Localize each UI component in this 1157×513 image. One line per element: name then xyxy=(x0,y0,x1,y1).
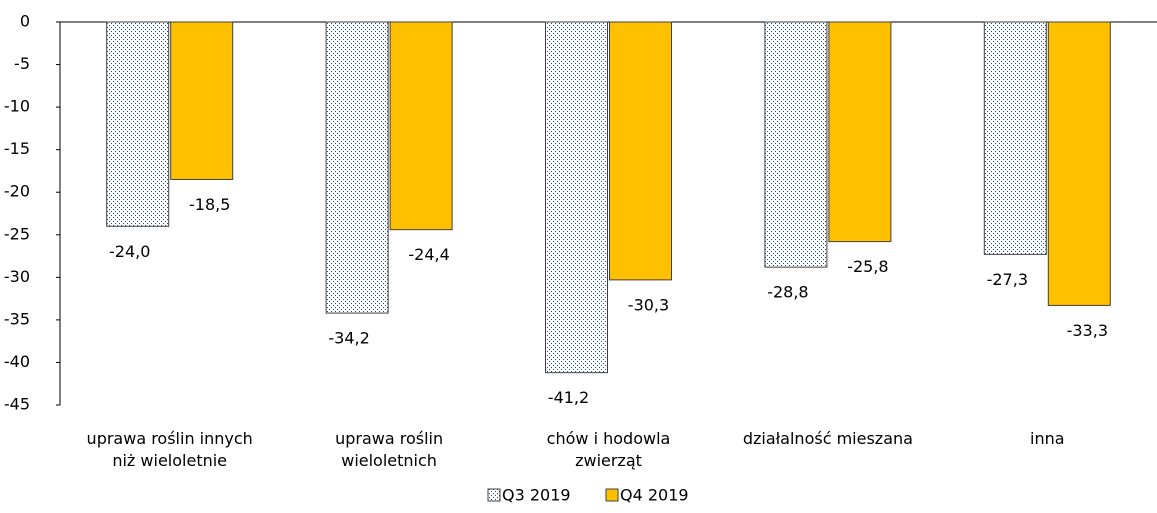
value-label: -28,8 xyxy=(767,283,808,302)
legend-label: Q4 2019 xyxy=(620,486,689,505)
legend-swatch xyxy=(605,488,619,502)
y-tick-label: -40 xyxy=(4,352,30,371)
bar xyxy=(389,21,453,231)
value-label: -41,2 xyxy=(548,388,589,407)
bar xyxy=(170,21,234,180)
bar xyxy=(325,21,389,314)
value-label: -25,8 xyxy=(847,257,888,276)
y-tick-label: -45 xyxy=(4,395,30,414)
y-tick-label: -10 xyxy=(4,97,30,116)
y-tick-label: -30 xyxy=(4,267,30,286)
bar xyxy=(983,21,1047,255)
value-label: -27,3 xyxy=(987,270,1028,289)
value-label: -24,0 xyxy=(109,242,150,261)
x-tick-label: uprawa roślin wieloletnich xyxy=(335,429,444,470)
x-tick-label: uprawa roślin innych niż wieloletnie xyxy=(86,429,253,470)
y-tick-label: -5 xyxy=(14,54,30,73)
bar xyxy=(106,21,170,227)
y-tick-label: -20 xyxy=(4,182,30,201)
legend-swatch xyxy=(487,488,501,502)
bar xyxy=(609,21,672,281)
y-tick-label: -15 xyxy=(4,139,30,158)
bar xyxy=(764,21,828,268)
y-tick-label: -35 xyxy=(4,309,30,328)
legend-label: Q3 2019 xyxy=(502,486,571,505)
value-label: -24,4 xyxy=(408,245,449,264)
value-label: -30,3 xyxy=(628,295,669,314)
bar xyxy=(828,21,892,243)
value-label: -34,2 xyxy=(328,329,369,348)
bar xyxy=(545,21,608,374)
y-tick-label: -25 xyxy=(4,224,30,243)
y-tick-label: 0 xyxy=(20,12,30,31)
value-label: -33,3 xyxy=(1067,321,1108,340)
x-tick-label: działalność mieszana xyxy=(742,429,913,448)
bar xyxy=(1047,21,1111,306)
x-tick-label: chów i hodowla zwierząt xyxy=(546,429,671,470)
value-label: -18,5 xyxy=(189,195,230,214)
x-tick-label: inna xyxy=(1030,429,1065,448)
